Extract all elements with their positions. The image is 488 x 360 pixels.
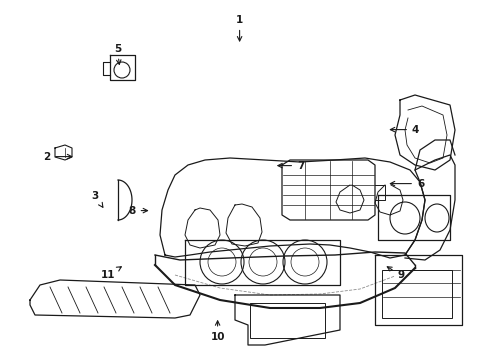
Text: 6: 6 [389, 179, 423, 189]
Text: 5: 5 [114, 44, 121, 64]
Text: 10: 10 [210, 321, 224, 342]
Bar [381, 270, 451, 318]
Text: 8: 8 [128, 206, 147, 216]
Text: 3: 3 [92, 191, 102, 207]
Text: 1: 1 [236, 15, 243, 41]
Text: 11: 11 [100, 267, 121, 280]
Text: 2: 2 [43, 152, 72, 162]
Text: 7: 7 [277, 161, 304, 171]
Text: 9: 9 [386, 267, 404, 280]
Text: 4: 4 [389, 125, 419, 135]
Bar [249, 303, 325, 338]
